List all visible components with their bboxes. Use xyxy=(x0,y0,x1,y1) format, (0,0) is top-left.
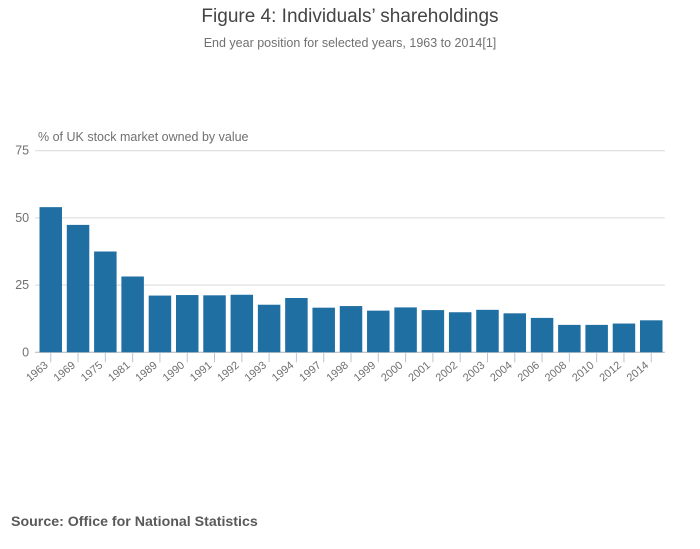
svg-text:2006: 2006 xyxy=(516,359,542,384)
svg-text:1975: 1975 xyxy=(79,359,105,384)
svg-text:1990: 1990 xyxy=(161,359,187,384)
svg-text:2008: 2008 xyxy=(543,359,569,384)
svg-text:50: 50 xyxy=(15,211,29,225)
svg-text:1991: 1991 xyxy=(188,359,214,384)
svg-text:1989: 1989 xyxy=(133,359,159,384)
svg-text:1998: 1998 xyxy=(324,359,350,384)
svg-text:2010: 2010 xyxy=(570,359,596,384)
svg-text:75: 75 xyxy=(15,144,29,158)
svg-text:1999: 1999 xyxy=(352,359,378,384)
svg-text:2000: 2000 xyxy=(379,359,405,384)
svg-text:0: 0 xyxy=(22,345,29,359)
svg-text:1963: 1963 xyxy=(24,359,50,384)
svg-text:1969: 1969 xyxy=(52,359,78,384)
svg-text:1981: 1981 xyxy=(106,359,132,384)
svg-text:2014: 2014 xyxy=(625,359,651,384)
svg-text:1994: 1994 xyxy=(270,359,296,384)
svg-text:25: 25 xyxy=(15,278,29,292)
svg-text:2001: 2001 xyxy=(406,359,432,384)
svg-text:2003: 2003 xyxy=(461,359,487,384)
svg-text:2004: 2004 xyxy=(488,359,514,384)
svg-text:2012: 2012 xyxy=(597,359,623,384)
svg-text:1993: 1993 xyxy=(243,359,269,384)
svg-text:1992: 1992 xyxy=(215,359,241,384)
svg-text:2002: 2002 xyxy=(434,359,460,384)
svg-text:1997: 1997 xyxy=(297,359,323,384)
